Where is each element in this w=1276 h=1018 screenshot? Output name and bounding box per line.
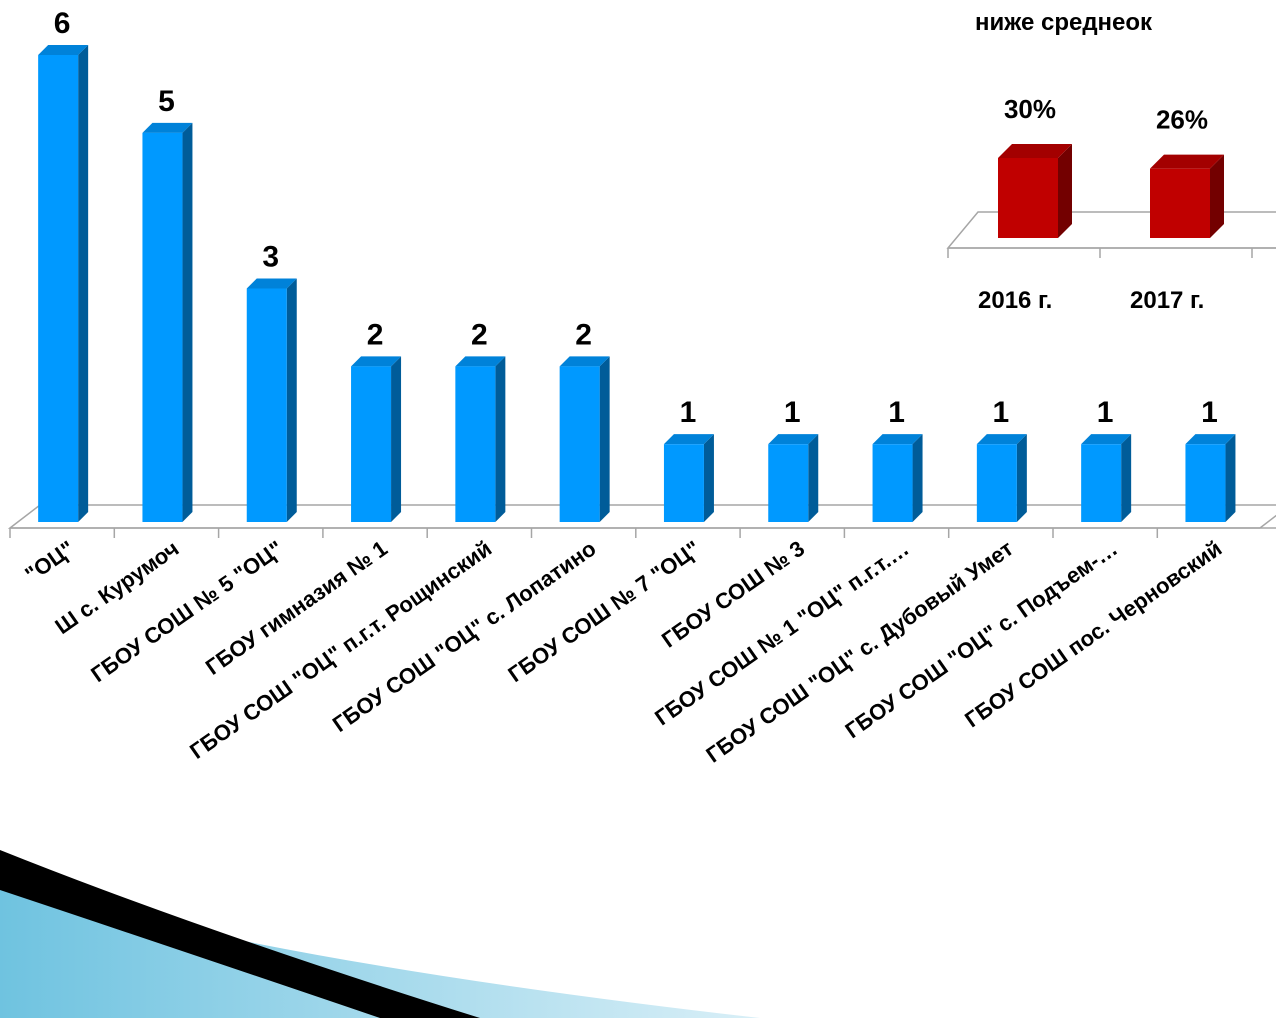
value-label: 1: [784, 396, 801, 429]
bar-top: [351, 356, 402, 367]
bar: [1185, 434, 1236, 522]
bar-side: [912, 434, 923, 522]
bar-side: [808, 434, 819, 522]
bar-top: [998, 144, 1072, 158]
bar-top: [872, 434, 923, 445]
bar: [872, 434, 923, 522]
x-tick-label: ГБОУ гимназия № 1: [201, 536, 392, 680]
bar-front: [768, 444, 809, 522]
value-label: 26%: [1156, 105, 1208, 135]
value-label: 30%: [1004, 94, 1056, 124]
value-label: 2: [471, 318, 488, 351]
x-tick-label: "ОЦ": [20, 536, 79, 587]
bar: [38, 45, 89, 522]
bar-top: [768, 434, 819, 445]
bar-side: [1210, 154, 1224, 238]
bar-side: [703, 434, 714, 522]
bar-front: [38, 55, 79, 522]
decor-swoosh: [0, 880, 760, 1018]
value-label: 1: [1097, 396, 1114, 429]
bar-top: [976, 434, 1027, 445]
value-label: 5: [158, 85, 175, 118]
bar: [998, 144, 1072, 238]
bar-front: [1185, 444, 1226, 522]
bar: [351, 356, 402, 522]
bar-top: [142, 122, 193, 133]
bar-side: [495, 356, 506, 522]
x-tick-label: 2017 г.: [1130, 287, 1204, 314]
bar-front: [998, 158, 1058, 238]
bar-front: [559, 366, 600, 522]
bar-front: [455, 366, 496, 522]
bar-side: [391, 356, 402, 522]
bar-front: [663, 444, 704, 522]
bar-side: [1225, 434, 1236, 522]
bar: [142, 122, 193, 523]
value-label: 1: [993, 396, 1010, 429]
bar-front: [246, 288, 287, 522]
bar-front: [1150, 168, 1210, 238]
bar: [976, 434, 1027, 522]
bar: [1150, 154, 1224, 238]
bar-front: [976, 444, 1017, 522]
bar-side: [78, 45, 89, 522]
x-tick-label: ГБОУ СОШ № 7 "ОЦ": [503, 536, 704, 687]
bar-side: [1058, 144, 1072, 238]
bar-side: [1121, 434, 1132, 522]
bar-top: [1150, 154, 1224, 169]
value-label: 1: [1201, 396, 1218, 429]
value-label: 3: [262, 241, 279, 274]
bar-front: [351, 366, 392, 522]
value-label: 2: [575, 318, 592, 351]
value-label: 1: [680, 396, 697, 429]
bar: [559, 356, 610, 522]
inset-title: ниже среднеок: [975, 9, 1153, 36]
bar: [246, 278, 297, 522]
bar-front: [142, 132, 183, 523]
value-label: 2: [367, 318, 384, 351]
bar: [455, 356, 506, 522]
bar: [1081, 434, 1132, 522]
bar: [768, 434, 819, 522]
bar: [663, 434, 714, 522]
bar-top: [663, 434, 714, 445]
bar-side: [1016, 434, 1027, 522]
value-label: 6: [54, 7, 71, 40]
x-tick-label: 2016 г.: [978, 287, 1052, 314]
x-tick-label: ГБОУ СОШ № 5 "ОЦ": [86, 536, 287, 687]
bar-top: [1185, 434, 1236, 445]
floor: [946, 211, 1276, 249]
bar-top: [38, 45, 89, 55]
bar-top: [1081, 434, 1132, 445]
bar-front: [1081, 444, 1122, 522]
bar-top: [559, 356, 610, 367]
bar-side: [182, 122, 193, 522]
bar-top: [246, 278, 297, 289]
bar-side: [286, 278, 297, 522]
value-label: 1: [888, 396, 905, 429]
bar-top: [455, 356, 506, 367]
bar-front: [872, 444, 913, 522]
bar-side: [599, 356, 610, 522]
